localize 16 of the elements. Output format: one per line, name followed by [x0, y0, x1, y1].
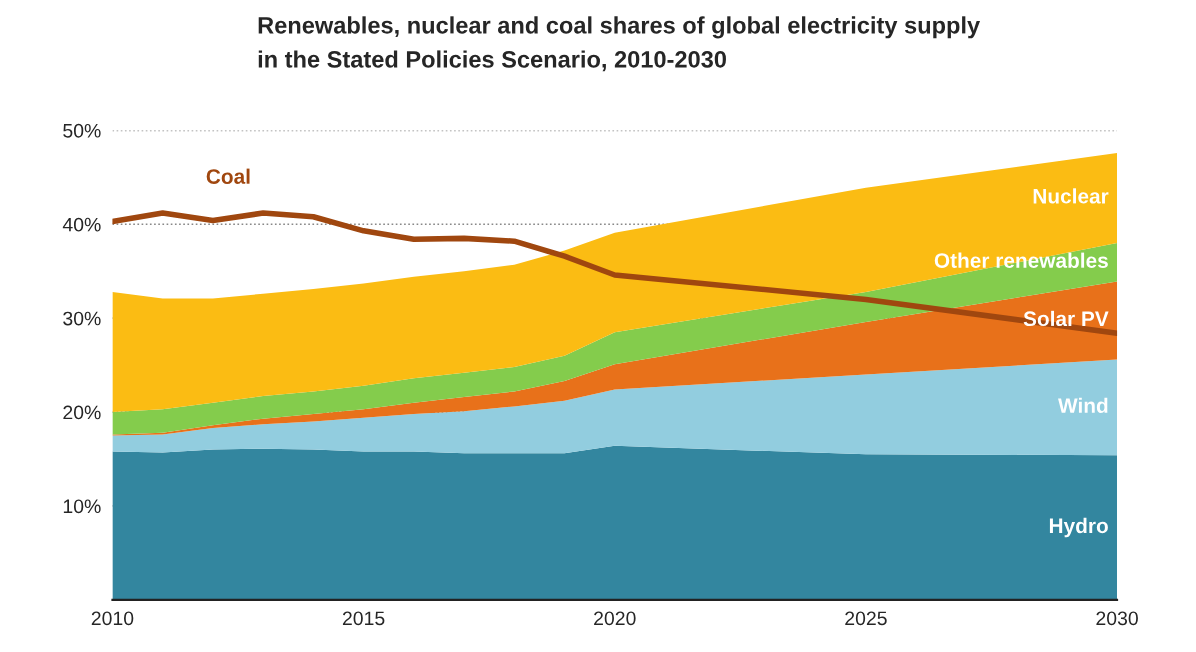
- series-label: Coal: [206, 168, 250, 184]
- y-tick-label: 20%: [63, 405, 101, 420]
- x-tick-label: 2020: [594, 611, 636, 626]
- series-label: Wind: [1058, 397, 1108, 413]
- y-tick-label: 10%: [63, 499, 101, 514]
- x-tick-label: 2030: [1096, 611, 1138, 626]
- series-label: Solar PV: [1023, 310, 1109, 327]
- x-tick-label: 2010: [91, 611, 134, 626]
- x-tick-label: 2015: [342, 611, 385, 626]
- series-label: Hydro: [1049, 517, 1108, 538]
- y-tick-label: 50%: [63, 123, 101, 138]
- series-label: Nuclear: [1033, 188, 1109, 204]
- y-tick-label: 30%: [63, 311, 101, 326]
- x-tick-label: 2025: [845, 611, 887, 626]
- chart-title: Renewables, nuclear and coal shares of global electricity supply in the Stated Policies Scenario, 2010-2030: [258, 16, 981, 72]
- y-tick-label: 40%: [62, 217, 101, 232]
